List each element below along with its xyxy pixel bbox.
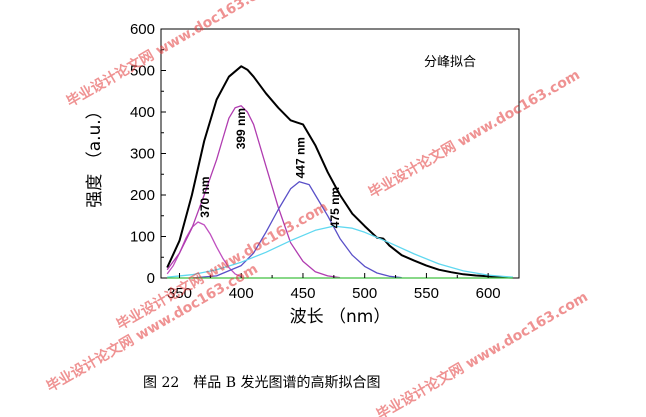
series-line-4 — [191, 181, 402, 279]
watermark: 毕业设计论文网 www.doc163.com — [64, 0, 281, 110]
fit-annotation: 分峰拟合 — [424, 55, 476, 70]
figure-caption: 图 22 样品 B 发光图谱的高斯拟合图 — [143, 375, 381, 391]
watermarks: 毕业设计论文网 www.doc163.com 毕业设计论文网 www.doc16… — [44, 0, 591, 417]
peak-label: 447 nm — [293, 137, 307, 178]
peak-labels: 370 nm 399 nm 447 nm 475 nm — [198, 108, 342, 228]
series-line-1 — [166, 65, 513, 279]
series-line-3 — [166, 105, 341, 279]
watermark: 毕业设计论文网 www.doc163.com — [366, 66, 583, 201]
watermark: 毕业设计论文网 www.doc163.com — [374, 288, 591, 417]
series-line-5 — [167, 225, 513, 278]
x-tick-label: 600 — [476, 285, 501, 302]
y-axis: 0 100 200 300 400 500 600 — [130, 21, 166, 287]
peak-label: 399 nm — [234, 108, 248, 149]
x-tick-label: 450 — [290, 285, 315, 302]
y-tick-label: 600 — [130, 21, 155, 38]
y-tick-label: 200 — [130, 187, 155, 204]
curves — [166, 65, 513, 279]
x-axis: 350 400 450 500 550 600 — [167, 273, 501, 302]
x-tick-label: 350 — [167, 285, 192, 302]
y-axis-title: 强度 （a.u.） — [85, 102, 105, 207]
peak-label: 370 nm — [198, 176, 212, 217]
x-axis-title: 波长 （nm） — [290, 307, 391, 327]
y-tick-label: 0 — [147, 270, 155, 287]
y-tick-label: 500 — [130, 63, 155, 80]
peak-label: 475 nm — [328, 187, 342, 228]
x-tick-label: 500 — [352, 285, 377, 302]
x-tick-label: 550 — [414, 285, 439, 302]
y-tick-label: 100 — [130, 229, 155, 246]
y-tick-label: 300 — [130, 146, 155, 163]
x-tick-label: 400 — [229, 285, 254, 302]
y-tick-label: 400 — [130, 104, 155, 121]
